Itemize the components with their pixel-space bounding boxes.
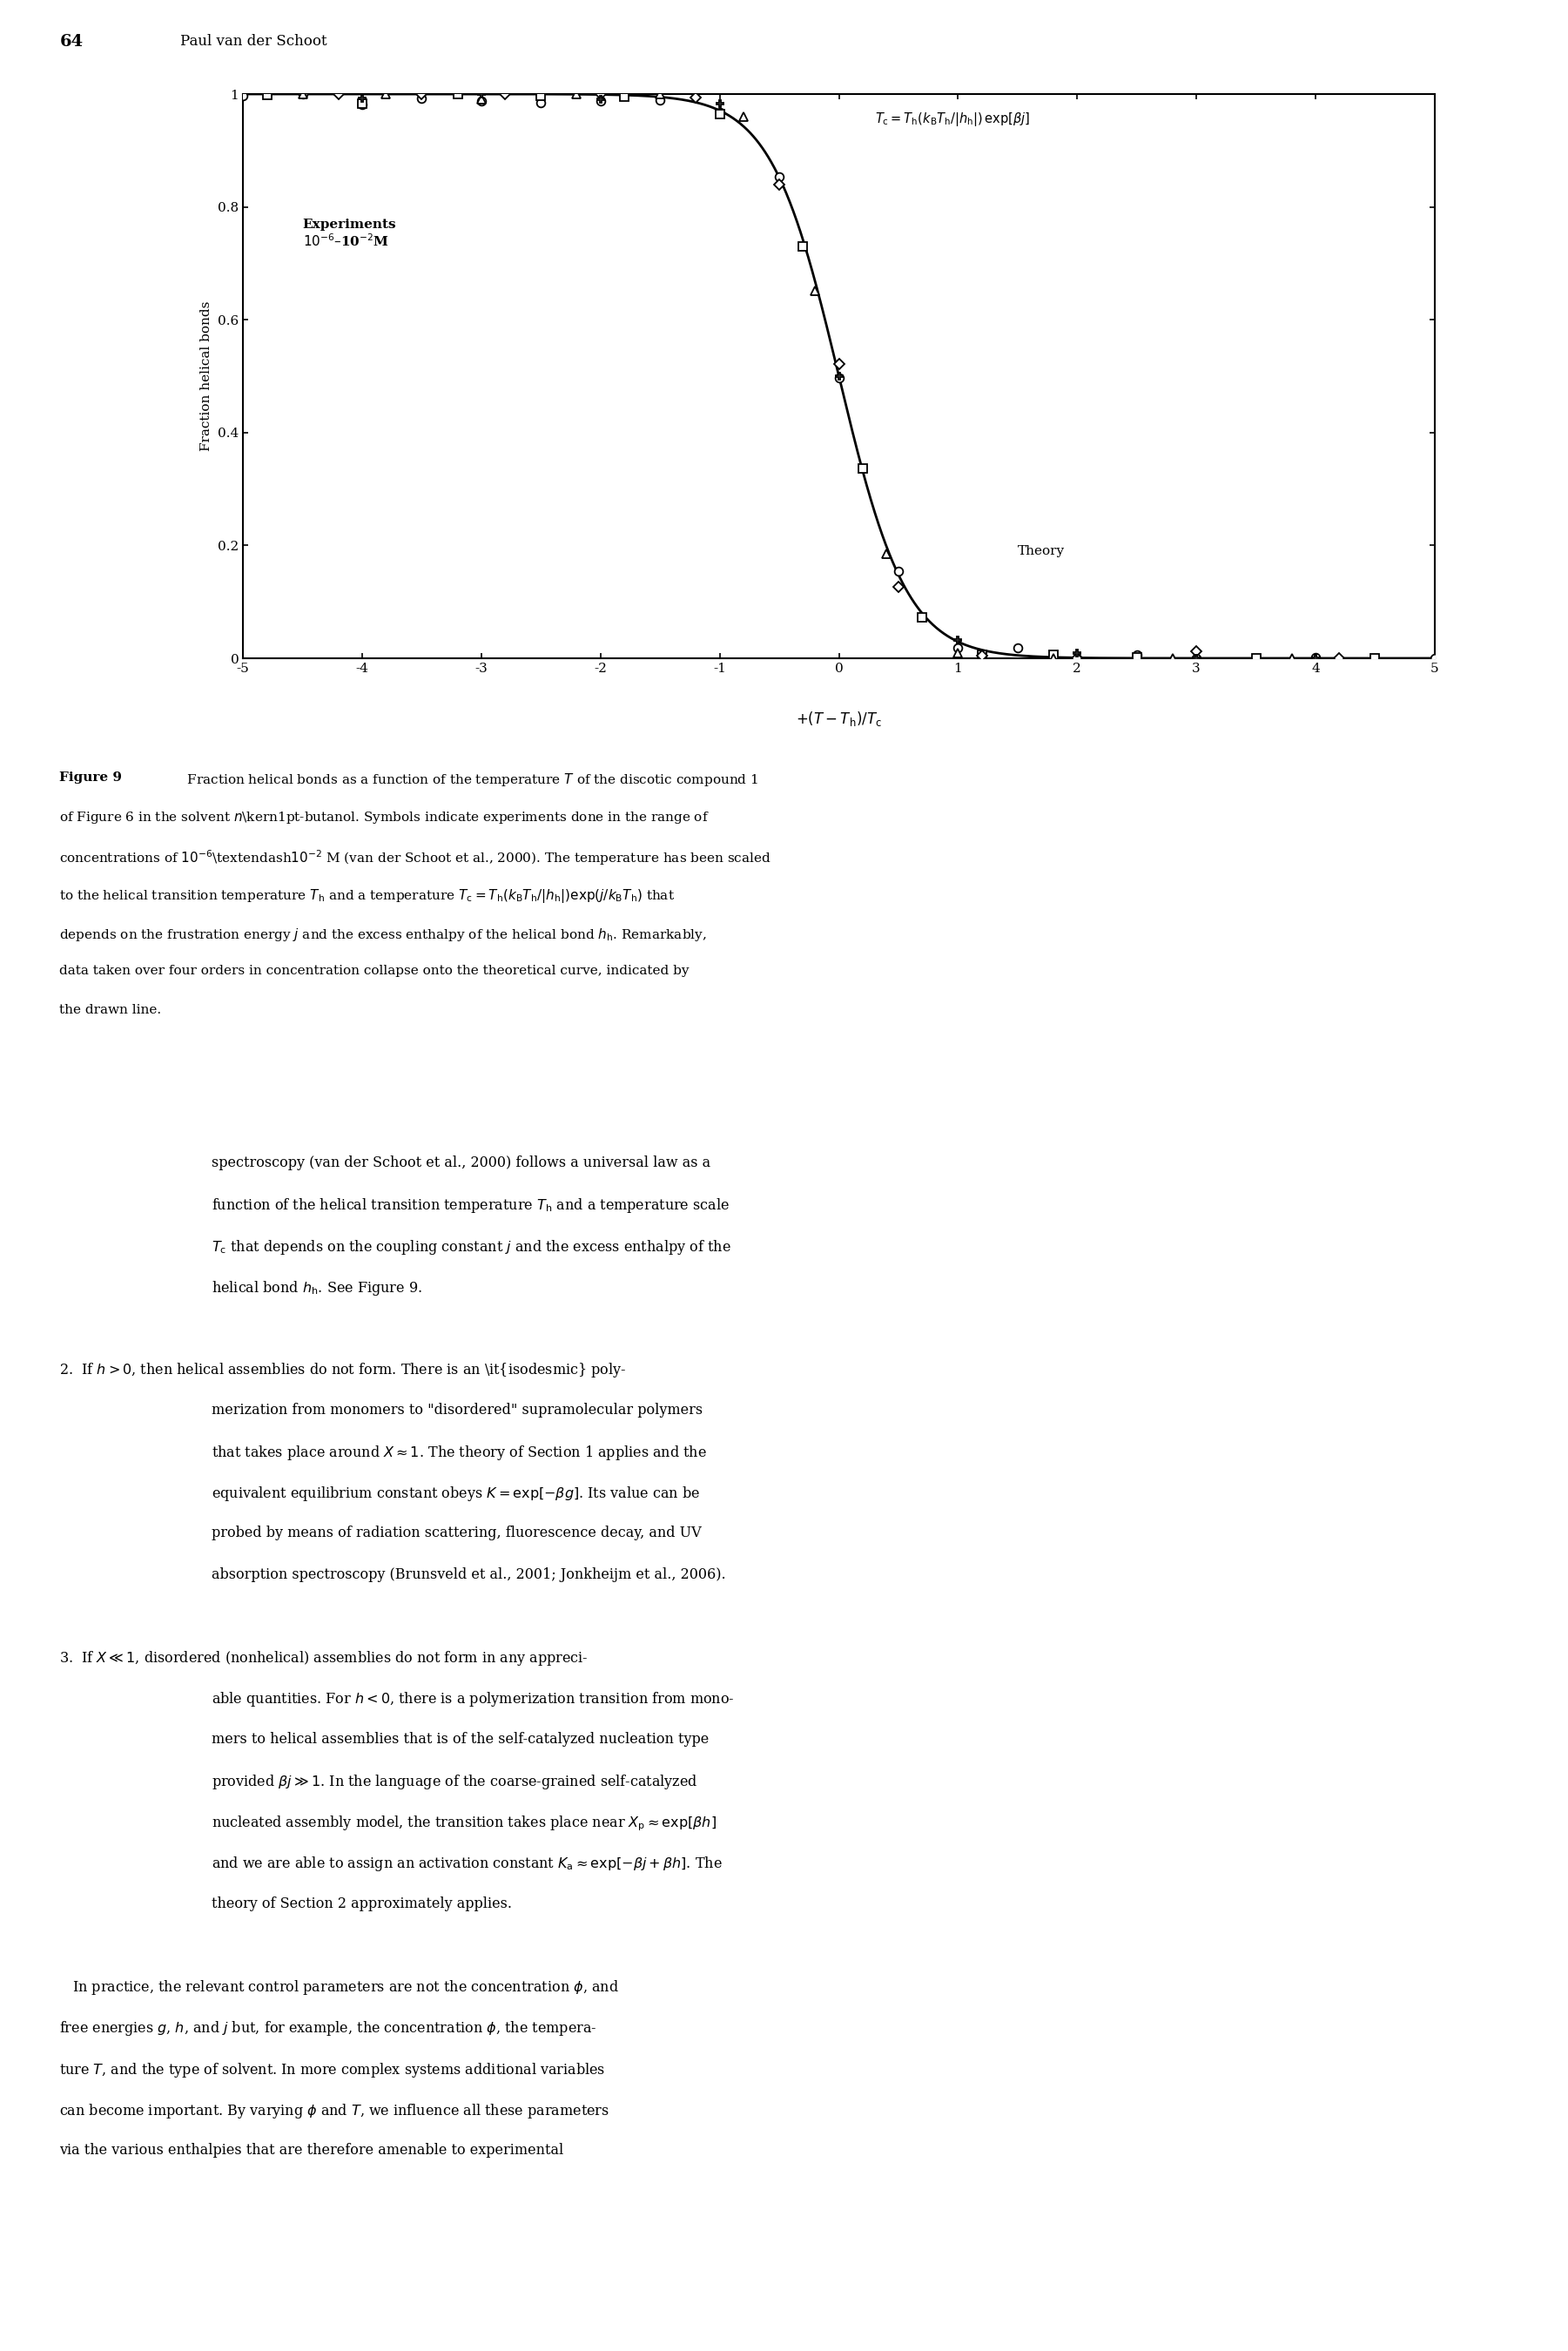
Text: the drawn line.: the drawn line. [60, 1004, 162, 1016]
Text: Paul van der Schoot: Paul van der Schoot [180, 35, 328, 49]
Text: Fraction helical bonds as a function of the temperature $T$ of the discotic comp: Fraction helical bonds as a function of … [174, 771, 759, 788]
Text: 2.  If $h>0$, then helical assemblies do not form. There is an \it{isodesmic} po: 2. If $h>0$, then helical assemblies do … [60, 1361, 627, 1380]
Text: 3.  If $X\ll 1$, disordered (nonhelical) assemblies do not form in any appreci-: 3. If $X\ll 1$, disordered (nonhelical) … [60, 1650, 588, 1667]
Text: that takes place around $X\approx 1$. The theory of Section 1 applies and the: that takes place around $X\approx 1$. Th… [212, 1444, 707, 1462]
Text: $T_{\rm c}$ that depends on the coupling constant $j$ and the excess enthalpy of: $T_{\rm c}$ that depends on the coupling… [212, 1239, 731, 1255]
Text: to the helical transition temperature $T_{\rm h}$ and a temperature $T_{\rm c} =: to the helical transition temperature $T… [60, 889, 676, 905]
Text: ture $T$, and the type of solvent. In more complex systems additional variables: ture $T$, and the type of solvent. In mo… [60, 2062, 605, 2078]
Text: depends on the frustration energy $j$ and the excess enthalpy of the helical bon: depends on the frustration energy $j$ an… [60, 926, 707, 943]
Text: via the various enthalpies that are therefore amenable to experimental: via the various enthalpies that are ther… [60, 2144, 564, 2158]
Text: and we are able to assign an activation constant $K_{\rm a}\approx\exp[-\beta j+: and we are able to assign an activation … [212, 1855, 723, 1874]
Text: probed by means of radiation scattering, fluorescence decay, and UV: probed by means of radiation scattering,… [212, 1526, 701, 1540]
Y-axis label: Fraction helical bonds: Fraction helical bonds [201, 301, 213, 451]
Text: concentrations of $10^{-6}$\textendash$10^{-2}$ M (van der Schoot et al., 2000).: concentrations of $10^{-6}$\textendash$1… [60, 849, 771, 868]
Text: Figure 9: Figure 9 [60, 771, 122, 783]
Text: $T_{\rm c}= T_{\rm h}(k_{\rm B} T_{\rm h}/|h_{\rm h}|)\,\exp[\beta j]$: $T_{\rm c}= T_{\rm h}(k_{\rm B} T_{\rm h… [875, 110, 1030, 129]
Text: of Figure 6 in the solvent $n$\kern1pt-butanol. Symbols indicate experiments don: of Figure 6 in the solvent $n$\kern1pt-b… [60, 809, 710, 825]
Text: mers to helical assemblies that is of the self-catalyzed nucleation type: mers to helical assemblies that is of th… [212, 1733, 709, 1747]
Text: able quantities. For $h<0$, there is a polymerization transition from mono-: able quantities. For $h<0$, there is a p… [212, 1690, 734, 1709]
Text: $+(T-T_{\rm h})/T_{\rm c}$: $+(T-T_{\rm h})/T_{\rm c}$ [797, 710, 881, 729]
Text: can become important. By varying $\phi$ and $T$, we influence all these paramete: can become important. By varying $\phi$ … [60, 2102, 610, 2121]
Text: free energies $g$, $h$, and $j$ but, for example, the concentration $\phi$, the : free energies $g$, $h$, and $j$ but, for… [60, 2020, 597, 2038]
Text: function of the helical transition temperature $T_{\rm h}$ and a temperature sca: function of the helical transition tempe… [212, 1197, 729, 1215]
Text: helical bond $h_{\rm h}$. See Figure 9.: helical bond $h_{\rm h}$. See Figure 9. [212, 1279, 422, 1298]
Text: 64: 64 [60, 35, 83, 49]
Text: spectroscopy (van der Schoot et al., 2000) follows a universal law as a: spectroscopy (van der Schoot et al., 200… [212, 1157, 710, 1171]
Text: merization from monomers to "disordered" supramolecular polymers: merization from monomers to "disordered"… [212, 1404, 702, 1418]
Text: Theory: Theory [1018, 545, 1065, 557]
Text: nucleated assembly model, the transition takes place near $X_{\rm p}\approx\exp[: nucleated assembly model, the transition… [212, 1815, 717, 1834]
Text: Experiments
$10^{-6}$–10$^{-2}$M: Experiments $10^{-6}$–10$^{-2}$M [303, 219, 397, 249]
Text: theory of Section 2 approximately applies.: theory of Section 2 approximately applie… [212, 1897, 513, 1911]
Text: provided $\beta j\gg 1$. In the language of the coarse-grained self-catalyzed: provided $\beta j\gg 1$. In the language… [212, 1773, 698, 1791]
Text: In practice, the relevant control parameters are not the concentration $\phi$, a: In practice, the relevant control parame… [60, 1980, 619, 1996]
Text: data taken over four orders in concentration collapse onto the theoretical curve: data taken over four orders in concentra… [60, 966, 690, 978]
Text: equivalent equilibrium constant obeys $K=\exp[-\beta g]$. Its value can be: equivalent equilibrium constant obeys $K… [212, 1486, 701, 1502]
Text: absorption spectroscopy (Brunsveld et al., 2001; Jonkheijm et al., 2006).: absorption spectroscopy (Brunsveld et al… [212, 1568, 726, 1582]
